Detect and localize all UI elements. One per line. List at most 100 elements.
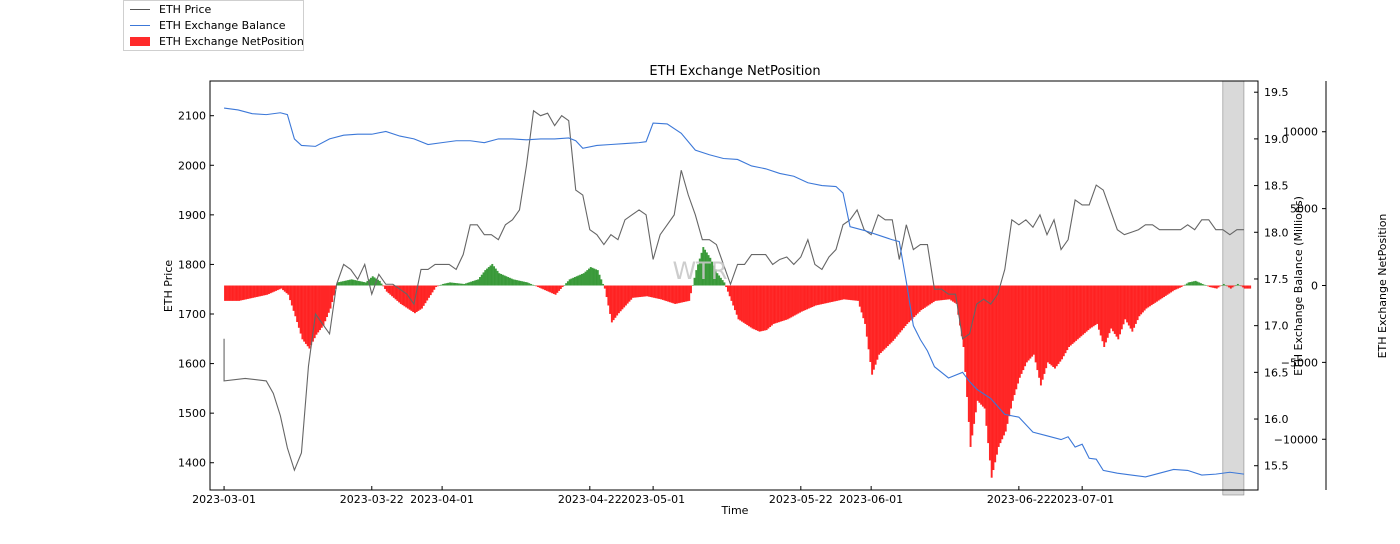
netposition-bar	[929, 285, 932, 305]
netposition-bar	[1191, 281, 1194, 286]
netposition-bar	[704, 249, 707, 286]
netposition-bar	[1229, 285, 1232, 289]
netposition-bar	[582, 273, 585, 286]
netposition-bar	[275, 285, 277, 291]
netposition-bar	[1045, 285, 1048, 369]
netposition-bar	[450, 282, 453, 286]
netposition-bar	[906, 285, 909, 324]
netposition-bar	[1064, 285, 1067, 354]
netposition-bar	[705, 252, 708, 286]
netposition-bar	[792, 285, 794, 317]
netposition-bar	[788, 285, 791, 319]
netposition-bar	[396, 285, 399, 301]
netposition-bar	[864, 285, 867, 324]
netposition-bar	[1129, 285, 1132, 329]
netposition-bar	[443, 283, 446, 286]
netposition-tick-label: −10000	[1274, 433, 1318, 446]
netposition-bar	[679, 285, 682, 303]
netposition-bar	[781, 285, 784, 322]
netposition-bar	[480, 274, 483, 286]
netposition-bar	[858, 285, 861, 307]
netposition-bar	[1148, 285, 1151, 307]
netposition-bar	[937, 285, 940, 301]
netposition-bar	[1052, 285, 1055, 367]
netposition-bar	[475, 279, 478, 286]
netposition-bar	[832, 285, 835, 302]
netposition-bar	[814, 285, 817, 306]
plot-frame	[209, 80, 1259, 491]
netposition-bar	[1066, 285, 1069, 351]
netposition-bar	[1003, 285, 1005, 436]
netposition-bar	[1164, 285, 1167, 296]
price-tick-label: 2000	[178, 159, 206, 172]
netposition-bar	[1221, 285, 1223, 286]
netposition-bar	[454, 283, 457, 286]
netposition-bar	[287, 285, 290, 295]
netposition-bar	[723, 282, 726, 286]
netposition-bar	[1071, 285, 1074, 344]
netposition-bar	[245, 285, 248, 300]
plot-area	[223, 80, 1252, 496]
netposition-bar	[876, 285, 879, 360]
netposition-bar	[426, 285, 429, 301]
netposition-bar	[361, 281, 364, 286]
netposition-bar	[579, 274, 582, 286]
netposition-bar	[326, 285, 328, 318]
netposition-bar	[588, 268, 590, 286]
netposition-bar	[266, 285, 269, 295]
netposition-bar	[1177, 285, 1180, 289]
netposition-bar	[827, 285, 830, 303]
netposition-bar	[1001, 285, 1004, 440]
axis-ticks: 2023-03-01 2023-03-22 2023-04-01 2023-04-22…	[178, 86, 1326, 506]
netposition-bar	[289, 285, 292, 301]
netposition-bar	[271, 285, 274, 293]
netposition-bar	[695, 270, 698, 286]
netposition-bar	[586, 270, 589, 286]
netposition-bar	[755, 285, 758, 331]
netposition-bar	[607, 285, 610, 306]
netposition-bar	[505, 276, 508, 286]
netposition-bar	[537, 285, 539, 288]
netposition-bar	[299, 285, 302, 334]
netposition-bar	[1247, 285, 1250, 289]
netposition-bar	[686, 285, 689, 302]
netposition-bar	[642, 285, 645, 297]
x-axis-label: Time	[721, 504, 749, 517]
netposition-bar	[762, 285, 765, 331]
netposition-bar	[405, 285, 408, 308]
netposition-bar	[908, 285, 910, 323]
netposition-bar	[1099, 285, 1102, 336]
netposition-bar	[1184, 284, 1187, 286]
netposition-bar	[403, 285, 406, 307]
balance-tick-label: 19.0	[1264, 133, 1289, 146]
netposition-bar	[589, 267, 592, 286]
netposition-bar	[340, 281, 343, 286]
netposition-bar	[343, 280, 346, 286]
netposition-bar	[721, 280, 724, 286]
netposition-bar	[1048, 285, 1051, 364]
netposition-bar	[828, 285, 831, 303]
netposition-bar	[983, 285, 986, 409]
netposition-bar	[890, 285, 893, 343]
netposition-bar	[881, 285, 884, 352]
netposition-bar	[1161, 285, 1164, 299]
netposition-bar	[477, 279, 480, 286]
netposition-bar	[459, 283, 462, 286]
netposition-bar	[285, 285, 288, 294]
netposition-bar	[735, 285, 738, 315]
netposition-bar	[925, 285, 928, 307]
netposition-bar	[894, 285, 896, 339]
netposition-bar	[932, 285, 935, 303]
netposition-bar	[486, 268, 488, 286]
netposition-bar	[452, 282, 455, 286]
netposition-bar	[296, 285, 299, 323]
netposition-bar	[341, 281, 344, 286]
x-tick-label: 2023-03-01	[192, 493, 256, 506]
netposition-bar	[749, 285, 752, 328]
netposition-bar	[526, 282, 529, 286]
netposition-bar	[677, 285, 680, 304]
netposition-bar	[378, 280, 381, 286]
netposition-bar	[398, 285, 401, 303]
netposition-bar	[867, 285, 870, 350]
netposition-bar	[770, 285, 773, 326]
